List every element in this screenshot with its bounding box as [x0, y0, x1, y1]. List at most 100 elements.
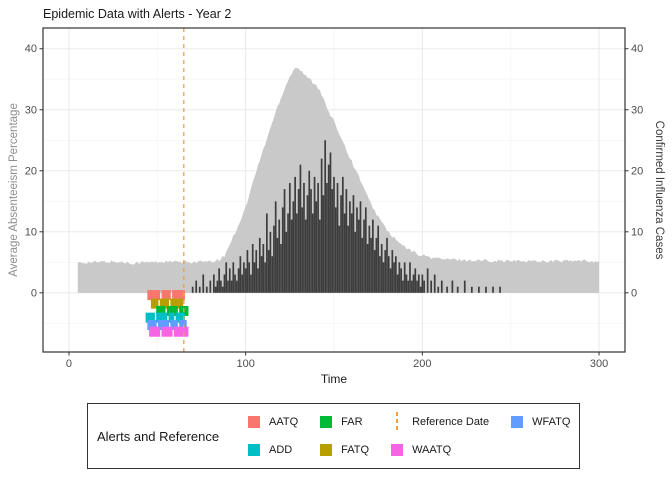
influenza-bar	[292, 201, 295, 293]
alert-mark-aatq	[154, 290, 157, 301]
alert-mark-waatq	[168, 326, 171, 337]
alert-mark-far	[186, 305, 189, 316]
influenza-bar	[243, 262, 245, 293]
alert-mark-fatq	[154, 298, 157, 309]
influenza-bar	[288, 182, 291, 293]
y-axis-tick-label-right: 0	[631, 287, 637, 299]
alert-mark-fatq	[156, 298, 159, 309]
influenza-bar	[220, 280, 222, 293]
alert-mark-aatq	[166, 290, 170, 301]
alert-mark-aatq	[165, 290, 168, 301]
influenza-bar	[499, 286, 501, 293]
influenza-bar	[281, 207, 284, 293]
influenza-bar	[218, 268, 220, 293]
alert-mark-waatq	[165, 326, 168, 337]
influenza-bar	[331, 189, 334, 293]
alert-mark-add	[157, 312, 161, 323]
x-axis-tick-label: 200	[413, 358, 431, 370]
alert-mark-aatq	[179, 290, 182, 301]
influenza-bar	[363, 219, 365, 293]
influenza-bar	[260, 256, 263, 293]
influenza-bar	[320, 158, 323, 293]
influenza-bar	[426, 268, 429, 293]
y-axis-tick-label-left: 40	[25, 43, 37, 55]
x-axis-tick-label: 100	[236, 358, 254, 370]
influenza-bar	[308, 170, 311, 293]
y-axis-tick-label-right: 20	[631, 165, 643, 177]
influenza-bar	[357, 219, 360, 293]
alert-mark-far	[179, 305, 182, 316]
influenza-bar	[440, 280, 443, 293]
influenza-bar	[423, 280, 425, 293]
alert-mark-fatq	[180, 298, 184, 309]
panel-border	[42, 27, 626, 353]
influenza-bar	[356, 207, 358, 293]
legend-item-waatq: WAATQ	[391, 444, 489, 456]
absenteeism-area	[77, 67, 600, 293]
influenza-bar	[322, 195, 325, 293]
alert-mark-wfatq	[154, 319, 157, 330]
influenza-bar	[271, 256, 274, 293]
alert-mark-add	[165, 312, 168, 323]
influenza-bar	[372, 219, 374, 293]
influenza-bar	[285, 231, 288, 293]
alert-mark-aatq	[175, 290, 178, 301]
legend-title: Alerts and Reference	[97, 428, 220, 444]
alert-mark-fatq	[152, 298, 155, 309]
y-axis-tick-label-left: 30	[25, 104, 37, 116]
y-axis-tick-label-right: 40	[631, 43, 643, 55]
influenza-bar	[280, 244, 282, 293]
alert-mark-add	[175, 312, 178, 323]
influenza-bar	[274, 201, 277, 293]
legend-swatch-icon	[320, 444, 333, 456]
alert-mark-far	[163, 305, 166, 316]
influenza-bar	[278, 219, 281, 293]
influenza-bar	[341, 176, 344, 293]
influenza-bar	[306, 195, 309, 293]
influenza-bar	[237, 268, 240, 293]
influenza-bar	[317, 182, 319, 293]
influenza-bar	[195, 280, 198, 293]
influenza-bar	[492, 286, 494, 293]
alert-mark-fatq	[177, 298, 180, 309]
alert-mark-wfatq	[152, 319, 155, 330]
influenza-bar	[405, 274, 408, 293]
alert-mark-far	[173, 305, 177, 316]
alert-mark-add	[149, 312, 152, 323]
influenza-bar	[230, 280, 233, 293]
influenza-bar	[255, 250, 258, 293]
alert-mark-fatq	[170, 298, 173, 309]
influenza-bar	[359, 201, 362, 293]
influenza-bar	[485, 286, 487, 293]
influenza-bar	[202, 274, 205, 293]
alert-mark-wfatq	[150, 319, 154, 330]
influenza-bar	[235, 280, 238, 293]
alert-mark-far	[161, 305, 164, 316]
influenza-bar	[352, 195, 355, 293]
reference-date-key-icon	[391, 412, 403, 432]
alert-mark-aatq	[147, 290, 150, 301]
alert-mark-wfatq	[165, 319, 168, 330]
influenza-bar	[470, 286, 473, 293]
influenza-bar	[253, 262, 256, 293]
influenza-bar	[373, 250, 376, 293]
legend-item-label: WFATQ	[532, 416, 571, 428]
influenza-bar	[380, 244, 383, 293]
influenza-bar	[350, 213, 353, 293]
alert-mark-wfatq	[147, 319, 150, 330]
legend-item-label: Reference Date	[412, 416, 490, 428]
alert-mark-waatq	[152, 326, 155, 337]
y-axis-tick-label-left: 20	[25, 165, 37, 177]
alert-mark-aatq	[149, 290, 152, 301]
influenza-bar	[354, 231, 357, 293]
influenza-bar	[276, 237, 279, 293]
influenza-bar	[387, 256, 390, 293]
influenza-bar	[221, 286, 224, 293]
alert-mark-fatq	[165, 298, 168, 309]
influenza-bar	[246, 250, 249, 293]
alert-mark-wfatq	[170, 319, 173, 330]
alert-mark-wfatq	[157, 319, 161, 330]
influenza-bar	[430, 280, 433, 293]
influenza-bar	[389, 268, 392, 293]
